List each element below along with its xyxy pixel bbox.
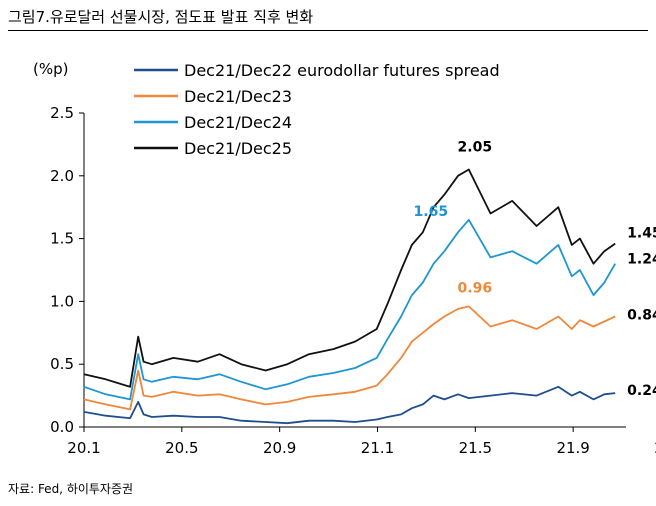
series-line-2 (83, 218, 616, 401)
chart-axes: 0.0 0.5 1.0 1.5 2.0 2.5 20.1 20.5 20.9 21.1 21.5 21… (50, 104, 656, 457)
y-tick-label: 2.5 (50, 104, 74, 122)
title-divider (8, 30, 648, 31)
x-tick-label: 20.5 (165, 439, 198, 457)
y-axis-label: (%p) (33, 60, 68, 78)
series-line-1 (83, 305, 616, 411)
y-tick-label: 0.5 (50, 355, 74, 373)
x-tick-label: 21.1 (361, 439, 394, 457)
data-annotation: 0.245->0.285 (627, 383, 656, 399)
chart-annotations: 2.05 1.65 0.96 1.455->1.46 1.245->1.315 0.845… (414, 140, 656, 400)
legend-label: Dec21/Dec23 (184, 87, 292, 106)
data-annotation: 0.845->0.90 (627, 307, 656, 323)
figure-title: 그림7.유로달러 선물시장, 점도표 발표 직후 변화 (8, 8, 314, 26)
legend-label: Dec21/Dec24 (184, 113, 292, 132)
x-tick-label: 21.5 (459, 439, 492, 457)
x-tick-label: 20.1 (67, 439, 100, 457)
data-annotation: 0.96 (458, 280, 493, 296)
data-annotation: 1.245->1.315 (627, 252, 656, 268)
chart-legend: Dec21/Dec22 eurodollar futures spread Dec… (134, 61, 500, 158)
y-tick-label: 1.0 (50, 292, 74, 310)
data-annotation: 1.455->1.46 (627, 226, 656, 242)
x-tick-label: 22.1 (654, 439, 656, 457)
x-tick-label: 21.9 (556, 439, 589, 457)
series-layer (83, 168, 616, 425)
series-line-3 (83, 168, 616, 388)
x-tick-label: 20.9 (263, 439, 296, 457)
y-tick-label: 0.0 (50, 418, 74, 436)
series-line-0 (83, 385, 616, 425)
chart-area: (%p) 0.0 0.5 1.0 1.5 2.0 2.5 20.1 20.5 20.9 21.1 2… (33, 60, 656, 457)
y-tick-label: 2.0 (50, 167, 74, 185)
legend-label: Dec21/Dec25 (184, 139, 292, 158)
legend-label: Dec21/Dec22 eurodollar futures spread (184, 61, 500, 80)
figure-source: 자료: Fed, 하이투자증권 (8, 482, 134, 496)
data-annotation: 1.65 (414, 204, 449, 220)
data-annotation: 2.05 (458, 140, 493, 156)
y-tick-label: 1.5 (50, 230, 74, 248)
